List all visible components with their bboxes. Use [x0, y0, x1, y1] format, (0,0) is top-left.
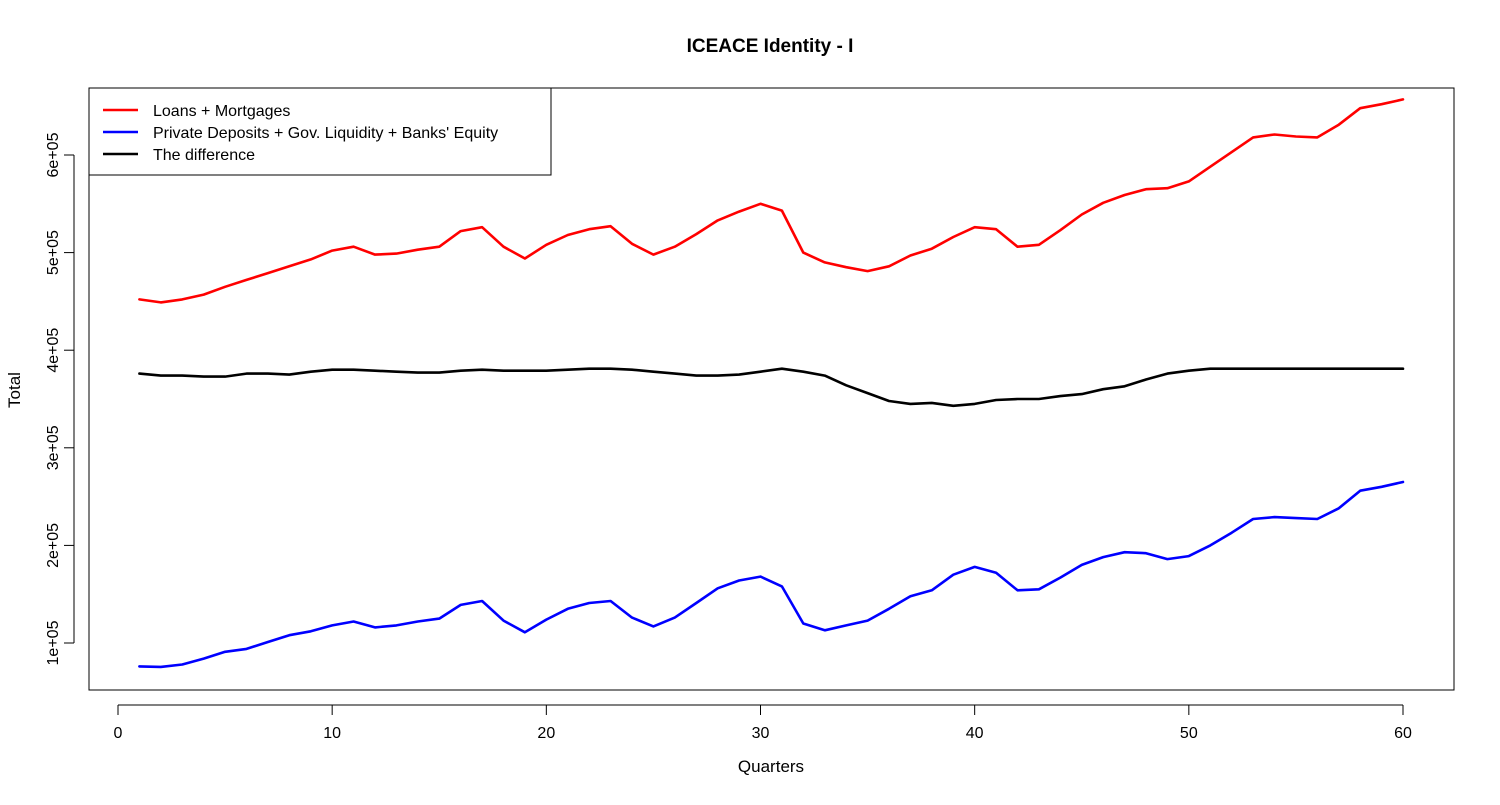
y-tick-label: 4e+05	[45, 328, 62, 373]
chart-title: ICEACE Identity - I	[687, 36, 854, 57]
y-tick-label: 5e+05	[45, 230, 62, 275]
y-tick-label: 2e+05	[45, 523, 62, 568]
series-layer	[138, 98, 1405, 669]
y-tick-label: 3e+05	[45, 425, 62, 470]
x-tick-label: 30	[752, 725, 770, 742]
series-line-1	[138, 98, 1405, 304]
x-tick-label: 60	[1394, 725, 1412, 742]
series-line-3	[138, 367, 1405, 408]
y-tick-label: 1e+05	[45, 620, 62, 665]
legend: Loans + Mortgages Private Deposits + Gov.…	[88, 87, 552, 176]
x-tick-label: 0	[114, 725, 123, 742]
legend-items: Loans + Mortgages Private Deposits + Gov.…	[103, 103, 498, 164]
x-tick-label: 50	[1180, 725, 1198, 742]
legend-label-1: Loans + Mortgages	[153, 103, 290, 120]
legend-box	[88, 87, 552, 176]
series-line-2	[138, 480, 1405, 669]
y-axis: 1e+05 2e+05 3e+05 4e+05 5e+05 6e+05	[45, 132, 75, 665]
x-axis: 0 10 20 30 40 50 60	[114, 704, 1412, 742]
x-axis-title: Quarters	[738, 757, 804, 776]
x-tick-label: 40	[966, 725, 984, 742]
y-axis-title: Total	[5, 372, 24, 408]
plot-frame	[88, 87, 1455, 691]
y-tick-label: 6e+05	[45, 132, 62, 177]
legend-label-3: The difference	[153, 147, 255, 164]
x-tick-label: 20	[537, 725, 555, 742]
x-tick-label: 10	[323, 725, 341, 742]
legend-label-2: Private Deposits + Gov. Liquidity + Bank…	[153, 125, 498, 142]
